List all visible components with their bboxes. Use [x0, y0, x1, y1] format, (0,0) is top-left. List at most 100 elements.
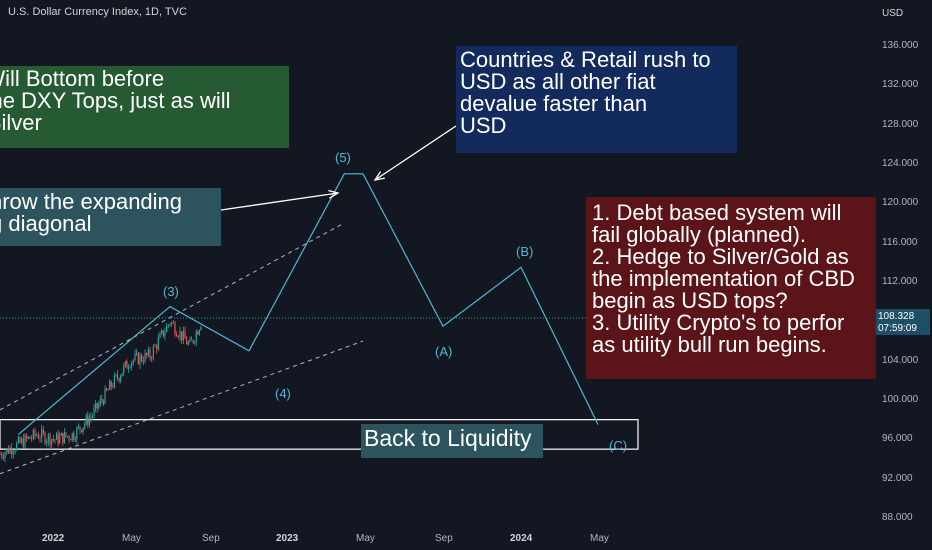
candle-body	[129, 367, 131, 368]
candle-body	[152, 346, 154, 359]
candle-body	[63, 432, 65, 444]
candle-body	[184, 330, 186, 339]
x-tick-label: Sep	[435, 533, 453, 544]
candle-body	[76, 427, 78, 440]
candle-body	[187, 342, 189, 345]
candle-body	[47, 434, 49, 442]
candle-body	[171, 322, 173, 324]
candle-body	[26, 435, 28, 439]
candle-body	[136, 352, 138, 355]
annotation-navy-line-4: USD	[460, 113, 507, 138]
candle-body	[118, 378, 120, 381]
candle-body	[169, 323, 171, 325]
candle-body	[39, 438, 41, 440]
candle-body	[182, 330, 184, 341]
candle-body	[19, 437, 21, 443]
annotation-red-line-7: as utility bull run begins.	[592, 332, 827, 357]
candle-body	[9, 447, 11, 454]
annotation-teal[interactable]: hrow the expanding g diagonal	[0, 188, 221, 246]
candle-body	[144, 352, 146, 363]
candle-body	[134, 354, 136, 360]
candle-body	[16, 442, 18, 451]
chart-title: U.S. Dollar Currency Index, 1D, TVC	[8, 6, 187, 18]
candle-body	[54, 439, 56, 441]
annotation-red-line-5: begin as USD tops?	[592, 288, 788, 313]
candle-body	[17, 437, 19, 443]
candle-body	[84, 423, 86, 428]
currency-label: USD	[882, 8, 904, 19]
x-tick-label: 2022	[42, 533, 65, 544]
candle-body	[71, 433, 73, 441]
candle-body	[88, 418, 90, 425]
candle-body	[194, 341, 196, 343]
candle-body	[77, 426, 80, 428]
annotation-teal-line-2: g diagonal	[0, 211, 92, 236]
candle-body	[190, 339, 193, 341]
y-tick-label: 104.000	[882, 354, 919, 366]
candle-body	[31, 438, 33, 440]
price-value: 108.328	[878, 311, 915, 322]
wave-label-5: (5)	[335, 150, 351, 165]
candle-body	[21, 438, 23, 443]
candle-body	[101, 399, 103, 401]
candle-body	[0, 454, 1, 455]
candle-body	[41, 429, 43, 439]
candle-body	[98, 404, 100, 409]
annotation-liquidity[interactable]: Back to Liquidity	[361, 424, 543, 458]
annotation-red[interactable]: 1. Debt based system will fail globally …	[586, 197, 876, 379]
candle-body	[156, 345, 158, 350]
annotation-green[interactable]: o Will Bottom before e the DXY Tops, jus…	[0, 66, 289, 148]
candle-body	[60, 433, 62, 436]
arrow-to-top	[374, 125, 457, 181]
y-tick-label: 124.000	[882, 158, 919, 169]
wave-label-c: (C)	[609, 438, 628, 453]
annotation-navy[interactable]: Countries & Retail rush to USD as all ot…	[456, 46, 737, 153]
candle-body	[120, 376, 122, 381]
candle-body	[109, 381, 111, 390]
annotation-navy-line-1: Countries & Retail rush to	[460, 47, 711, 72]
candle-body	[87, 415, 89, 425]
candle-body	[80, 429, 83, 432]
candle-body	[142, 360, 144, 363]
candle-body	[174, 323, 176, 335]
candle-body	[14, 450, 16, 453]
candle-body	[51, 439, 53, 445]
candle-body	[166, 325, 168, 333]
annotation-teal-line-1: hrow the expanding	[0, 189, 183, 214]
candle-body	[195, 331, 197, 342]
candle-body	[157, 337, 159, 350]
candle-body	[68, 436, 70, 440]
wave-label-b: (B)	[516, 244, 534, 259]
annotation-red-line-3: 2. Hedge to Silver/Gold as	[592, 244, 849, 269]
y-tick-label: 120.000	[882, 197, 919, 209]
candle-body	[159, 333, 161, 338]
candle-body	[4, 452, 6, 459]
candle-body	[65, 432, 67, 437]
candle-body	[70, 439, 72, 441]
candle-body	[1, 454, 3, 457]
candle-body	[24, 435, 26, 448]
annotation-green-line-3: & Silver	[0, 110, 42, 135]
x-tick-label: May	[356, 533, 375, 544]
candle-body	[137, 352, 139, 365]
candle-body	[115, 374, 117, 376]
annotation-red-line-1: 1. Debt based system will	[592, 200, 842, 225]
candle-body	[161, 330, 163, 334]
y-tick-label: 96.000	[882, 433, 913, 445]
candle-body	[29, 436, 31, 439]
wave-label-4: (4)	[275, 386, 291, 401]
candle-body	[110, 381, 112, 387]
candle-body	[162, 330, 164, 337]
x-tick-label: May	[590, 533, 609, 544]
candle-body	[95, 403, 97, 409]
liquidity-zone	[0, 419, 639, 450]
y-tick-label: 112.000	[882, 276, 918, 287]
y-tick-label: 116.000	[882, 236, 918, 248]
candle-body	[181, 331, 183, 341]
candle-body	[79, 426, 81, 430]
candle-body	[189, 339, 191, 343]
candle-body	[149, 349, 151, 359]
candle-body	[186, 338, 188, 345]
candle-body	[112, 386, 114, 388]
